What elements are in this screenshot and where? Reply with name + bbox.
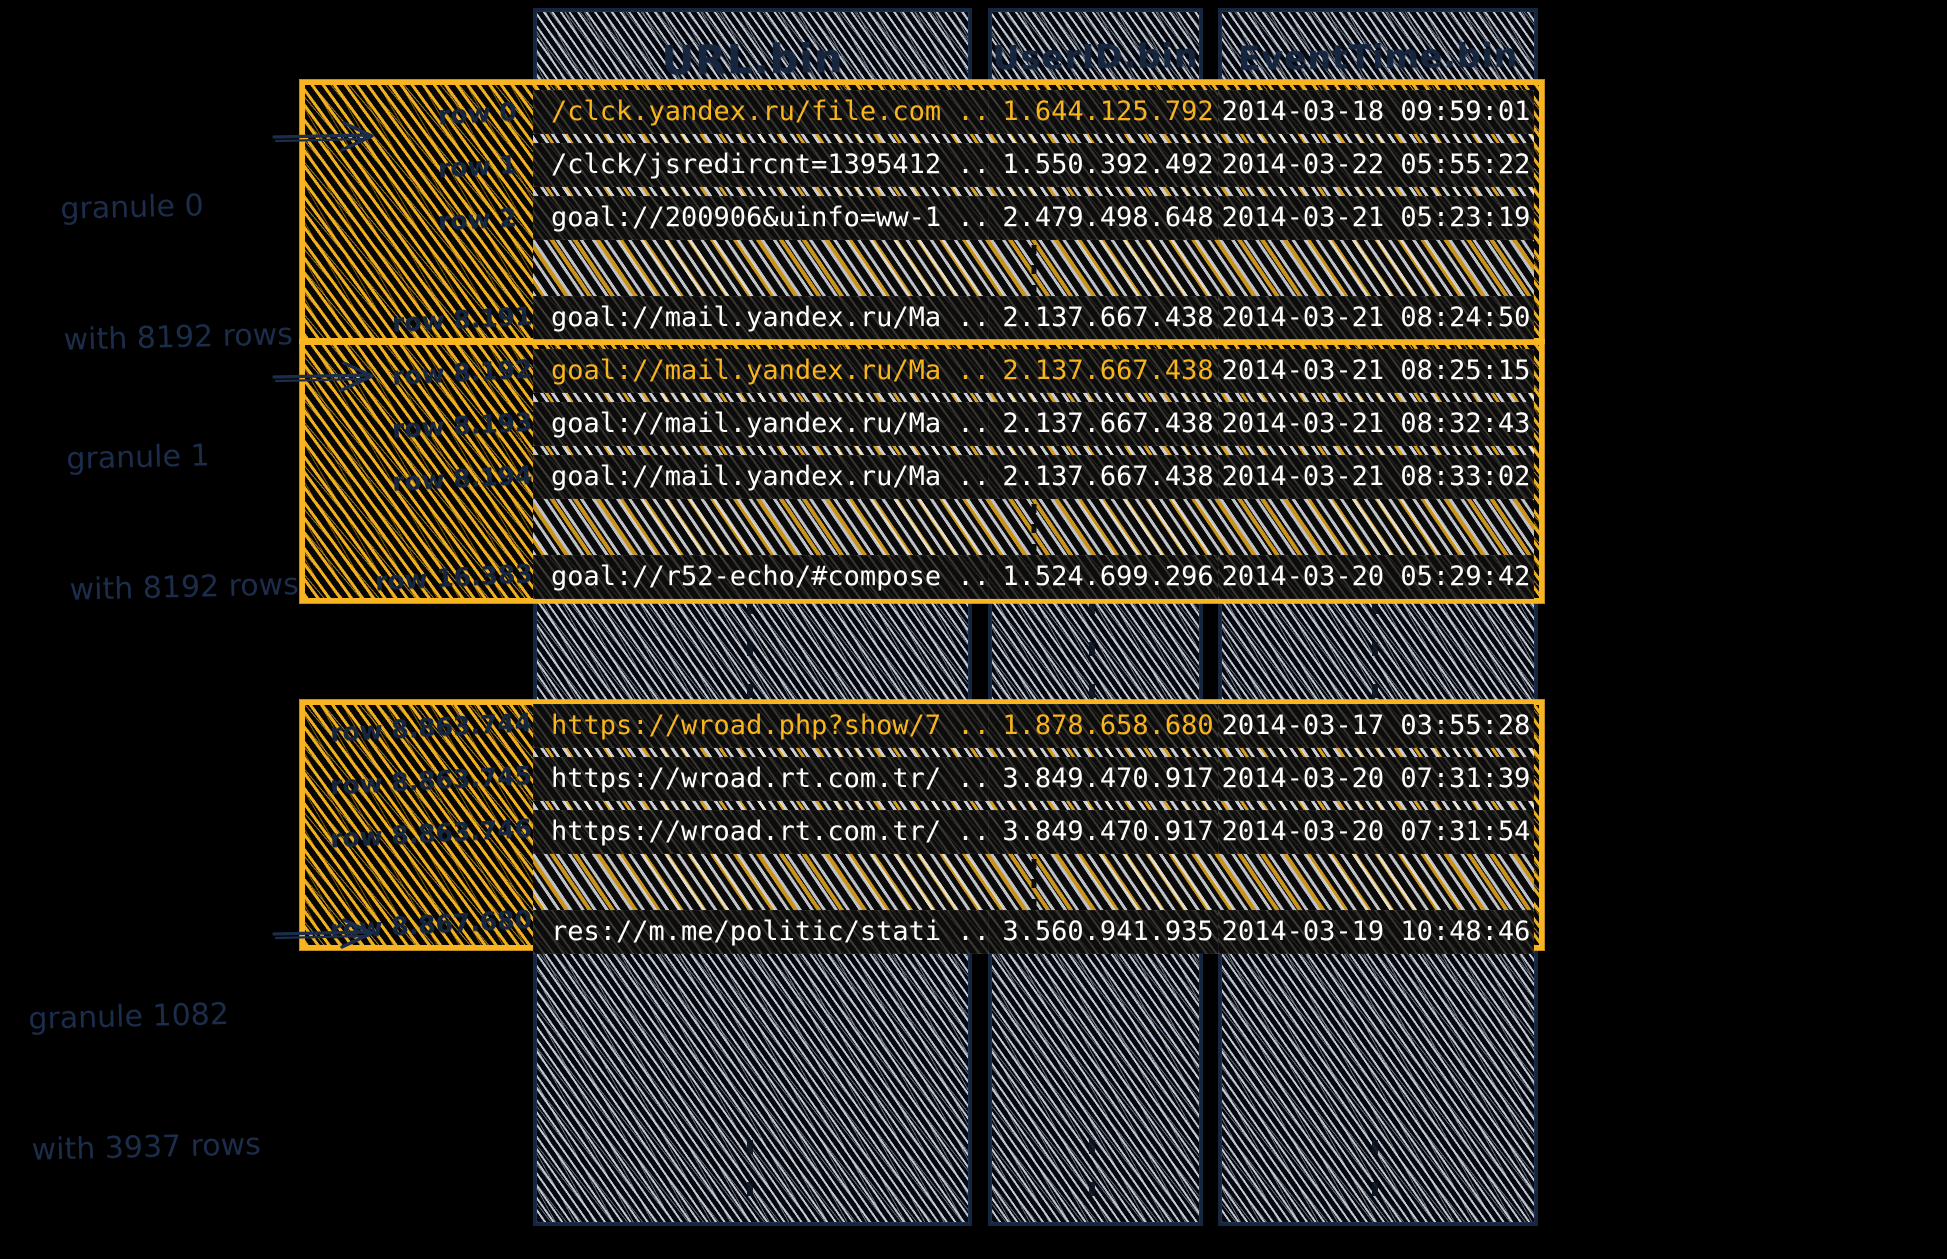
granule-0-annotation: granule 0 with 8192 rows <box>58 95 296 448</box>
table-row[interactable]: goal://200906&uinfo=ww-1 ... 2.479.498.6… <box>533 196 1534 240</box>
eventtime-cell: 2014-03-20 07:31:54 <box>1218 810 1534 854</box>
table-row[interactable]: https://wroad.php?show/7 ... 1.878.658.6… <box>533 704 1534 748</box>
vertical-ellipsis-dots <box>1031 504 1036 550</box>
userid-cell: 1.550.392.492 <box>988 143 1228 187</box>
eventtime-cell: 2014-03-20 05:29:42 <box>1218 555 1534 599</box>
table-row[interactable]: https://wroad.rt.com.tr/ ... 3.849.470.9… <box>533 757 1534 801</box>
eventtime-cell: 2014-03-19 10:48:46 <box>1218 910 1534 954</box>
table-row[interactable]: /clck.yandex.ru/file.com ... 1.644.125.7… <box>533 90 1534 134</box>
userid-cell: 1.878.658.680 <box>988 704 1228 748</box>
url-cell: goal://mail.yandex.ru/Ma ... <box>533 296 991 340</box>
table-row[interactable]: https://wroad.rt.com.tr/ ... 3.849.470.9… <box>533 810 1534 854</box>
granule-0-annotation-line1: granule 0 <box>60 188 205 227</box>
userid-cell: 2.479.498.648 <box>988 196 1228 240</box>
table-row[interactable]: goal://mail.yandex.ru/Ma ... 2.137.667.4… <box>533 349 1534 393</box>
url-cell: goal://200906&uinfo=ww-1 ... <box>533 196 991 240</box>
eventtime-column-header: EventTime.bin <box>1237 35 1519 78</box>
userid-column-continuation-dots-2 <box>1089 1140 1095 1212</box>
url-cell: https://wroad.rt.com.tr/ ... <box>533 810 991 854</box>
granule-1-annotation-line2: with 8192 rows <box>69 566 300 608</box>
userid-cell: 1.524.699.296 <box>988 555 1228 599</box>
vertical-ellipsis-dots <box>1031 245 1036 291</box>
url-cell: goal://mail.yandex.ru/Ma ... <box>533 402 991 446</box>
granule-1-arrow <box>272 361 374 392</box>
url-cell: res://m.me/politic/stati ... <box>533 910 991 954</box>
table-row[interactable]: goal://mail.yandex.ru/Ma ... 2.137.667.4… <box>533 455 1534 499</box>
granule-1-annotation-line1: granule 1 <box>66 438 211 477</box>
eventtime-cell: 2014-03-21 08:32:43 <box>1218 402 1534 446</box>
userid-cell: 2.137.667.438 <box>988 455 1228 499</box>
url-cell: goal://r52-echo/#compose ... <box>533 555 991 599</box>
table-row[interactable]: goal://mail.yandex.ru/Ma ... 2.137.667.4… <box>533 402 1534 446</box>
granule-0-skipped-rows <box>533 240 1534 296</box>
granule-0-arrow <box>272 121 374 152</box>
url-cell: /clck/jsredircnt=1395412 ... <box>533 143 991 187</box>
diagram-canvas: URL.bin UserID.bin EventTime.bin row 0 r… <box>28 8 1544 1226</box>
table-row[interactable]: goal://r52-echo/#compose ... 1.524.699.2… <box>533 555 1534 599</box>
granule-1082-annotation-line1: granule 1082 <box>28 996 230 1037</box>
eventtime-cell: 2014-03-21 08:25:15 <box>1218 349 1534 393</box>
eventtime-column-continuation-dots-2 <box>1372 1140 1378 1212</box>
userid-cell: 2.137.667.438 <box>988 402 1228 446</box>
eventtime-cell: 2014-03-22 05:55:22 <box>1218 143 1534 187</box>
userid-cell: 1.644.125.792 <box>988 90 1228 134</box>
eventtime-cell: 2014-03-18 09:59:01 <box>1218 90 1534 134</box>
vertical-ellipsis-dots <box>1031 859 1036 905</box>
table-row[interactable]: /clck/jsredircnt=1395412 ... 1.550.392.4… <box>533 143 1534 187</box>
eventtime-cell: 2014-03-21 08:24:50 <box>1218 296 1534 340</box>
granule-0-annotation-line2: with 8192 rows <box>63 316 294 358</box>
url-cell: https://wroad.php?show/7 ... <box>533 704 991 748</box>
userid-cell: 3.560.941.935 <box>988 910 1228 954</box>
url-cell: /clck.yandex.ru/file.com ... <box>533 90 991 134</box>
granule-1082-arrow <box>272 918 374 949</box>
granule-1082-skipped-rows <box>533 854 1534 910</box>
eventtime-cell: 2014-03-21 08:33:02 <box>1218 455 1534 499</box>
eventtime-column-continuation-dots <box>1372 600 1378 700</box>
userid-cell: 3.849.470.917 <box>988 810 1228 854</box>
url-column-continuation-dots-2 <box>747 1140 753 1212</box>
url-cell: goal://mail.yandex.ru/Ma ... <box>533 349 991 393</box>
eventtime-cell: 2014-03-20 07:31:39 <box>1218 757 1534 801</box>
url-column-header: URL.bin <box>661 35 844 85</box>
eventtime-cell: 2014-03-21 05:23:19 <box>1218 196 1534 240</box>
url-cell: goal://mail.yandex.ru/Ma ... <box>533 455 991 499</box>
userid-column-header: UserID.bin <box>992 35 1199 78</box>
table-row[interactable]: goal://mail.yandex.ru/Ma ... 2.137.667.4… <box>533 296 1534 340</box>
url-cell: https://wroad.rt.com.tr/ ... <box>533 757 991 801</box>
userid-column-continuation-dots <box>1089 600 1095 700</box>
eventtime-cell: 2014-03-17 03:55:28 <box>1218 704 1534 748</box>
url-column-continuation-dots <box>747 600 753 700</box>
table-row[interactable]: res://m.me/politic/stati ... 3.560.941.9… <box>533 910 1534 954</box>
userid-cell: 3.849.470.917 <box>988 757 1228 801</box>
granule-1082-annotation-line2: with 3937 rows <box>31 1126 262 1168</box>
userid-cell: 2.137.667.438 <box>988 349 1228 393</box>
granule-1082-annotation: granule 1082 with 3937 rows <box>26 905 264 1258</box>
granule-1-skipped-rows <box>533 499 1534 555</box>
userid-cell: 2.137.667.438 <box>988 296 1228 340</box>
granule-1-annotation: granule 1 with 8192 rows <box>64 345 302 698</box>
